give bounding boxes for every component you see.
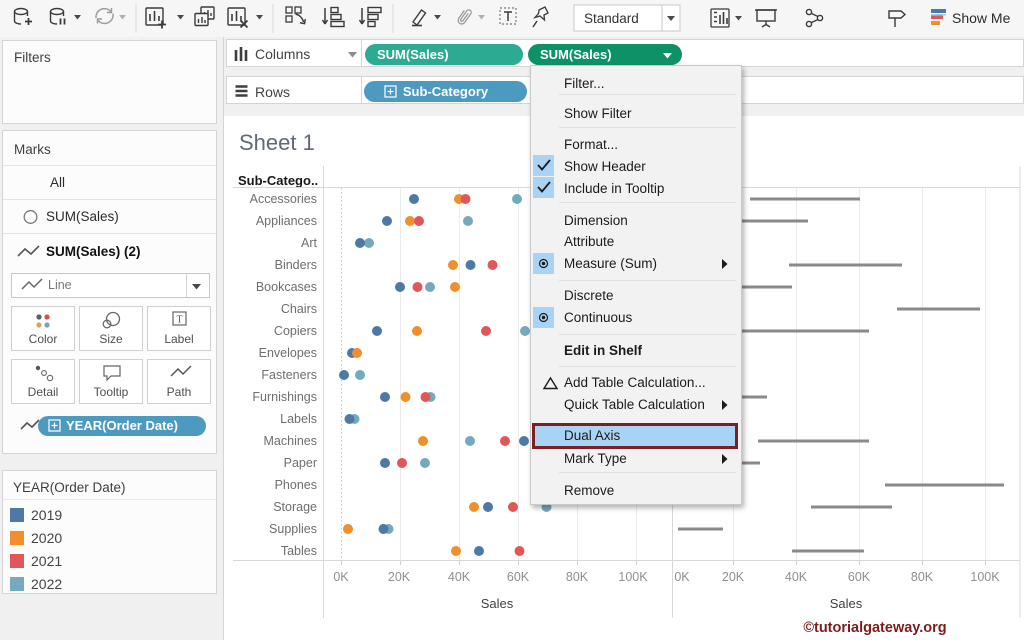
svg-text:20K: 20K bbox=[388, 570, 411, 584]
svg-text:Copiers: Copiers bbox=[274, 324, 317, 338]
svg-text:Chairs: Chairs bbox=[281, 302, 317, 316]
svg-text:Sub-Catego..: Sub-Catego.. bbox=[238, 173, 318, 188]
svg-text:Binders: Binders bbox=[275, 258, 317, 272]
svg-text:Envelopes: Envelopes bbox=[259, 346, 317, 360]
svg-text:Sales: Sales bbox=[830, 596, 863, 611]
svg-text:80K: 80K bbox=[911, 570, 934, 584]
svg-text:Paper: Paper bbox=[284, 456, 317, 470]
svg-text:0K: 0K bbox=[333, 570, 349, 584]
svg-text:Bookcases: Bookcases bbox=[256, 280, 317, 294]
svg-text:Sheet 1: Sheet 1 bbox=[239, 130, 315, 155]
svg-text:Storage: Storage bbox=[273, 500, 317, 514]
svg-text:Show Me: Show Me bbox=[952, 10, 1011, 26]
svg-text:20K: 20K bbox=[722, 570, 745, 584]
svg-text:Standard: Standard bbox=[584, 11, 639, 26]
svg-text:Sales: Sales bbox=[481, 596, 514, 611]
svg-text:0K: 0K bbox=[674, 570, 690, 584]
svg-text:40K: 40K bbox=[785, 570, 808, 584]
svg-text:Furnishings: Furnishings bbox=[252, 390, 317, 404]
svg-text:Art: Art bbox=[301, 236, 318, 250]
svg-text:Phones: Phones bbox=[275, 478, 317, 492]
svg-text:40K: 40K bbox=[448, 570, 471, 584]
svg-text:Appliances: Appliances bbox=[256, 214, 317, 228]
svg-text:©tutorialgateway.org: ©tutorialgateway.org bbox=[803, 620, 946, 636]
svg-text:Fasteners: Fasteners bbox=[261, 368, 317, 382]
svg-text:60K: 60K bbox=[848, 570, 871, 584]
svg-text:100K: 100K bbox=[970, 570, 1000, 584]
svg-text:100K: 100K bbox=[618, 570, 648, 584]
svg-text:80K: 80K bbox=[566, 570, 589, 584]
svg-text:Tables: Tables bbox=[281, 544, 317, 558]
svg-text:Machines: Machines bbox=[264, 434, 318, 448]
svg-text:Labels: Labels bbox=[280, 412, 317, 426]
svg-text:Accessories: Accessories bbox=[250, 192, 317, 206]
svg-text:T: T bbox=[176, 315, 182, 326]
svg-text:Supplies: Supplies bbox=[269, 522, 317, 536]
svg-text:60K: 60K bbox=[507, 570, 530, 584]
